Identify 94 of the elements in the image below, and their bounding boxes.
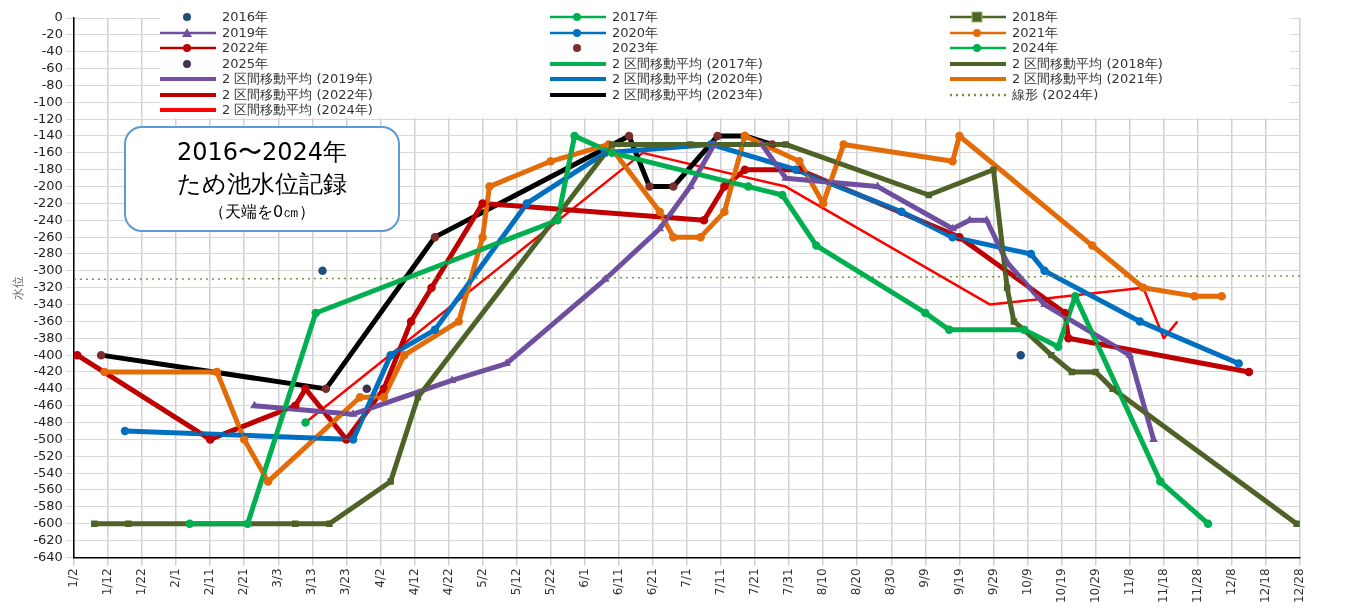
y-tick-label: -180 [33,161,63,177]
x-tick-label: 1/22 [134,568,149,596]
y-tick-label: -60 [41,59,63,75]
y-tick-label: -40 [41,43,63,59]
x-tick-label: 7/11 [713,568,728,596]
x-tick-label: 1/12 [100,568,115,596]
legend-label: 2023年 [612,40,659,56]
y-tick-label: -440 [33,380,63,396]
x-tick-label: 6/21 [645,568,660,596]
legend-label: 2 区間移動平均 (2024年) [222,102,373,118]
y-tick-label: -460 [33,397,63,413]
y-tick-label: -320 [33,279,63,295]
y-tick-label: -240 [33,211,63,227]
x-tick-label: 12/28 [1292,568,1307,604]
x-tick-label: 4/2 [372,568,387,588]
y-tick-label: -100 [33,93,63,109]
legend-label: 2 区間移動平均 (2022年) [222,86,373,102]
legend-label: 2 区間移動平均 (2019年) [222,71,373,87]
legend-label: 2017年 [612,9,659,25]
y-tick-label: -380 [33,329,63,345]
legend-label: 2 区間移動平均 (2021年) [1012,71,1163,87]
callout-box: 2016〜2024年 ため池水位記録 （天端を0㎝） [124,126,400,233]
y-tick-label: -600 [33,515,63,531]
y-tick-label: -340 [33,295,63,311]
x-tick-label: 4/12 [406,568,421,596]
x-tick-label: 5/2 [474,568,489,588]
x-tick-label: 2/1 [168,568,183,588]
legend-label: 2018年 [1012,9,1059,25]
y-tick-label: -400 [33,346,63,362]
y-tick-label: -160 [33,144,63,160]
legend-label: 線形 (2024年) [1012,86,1099,102]
y-tick-label: -360 [33,312,63,328]
x-tick-label: 11/8 [1121,568,1136,596]
y-tick-label: -580 [33,498,63,514]
y-tick-label: -420 [33,363,63,379]
y-tick-label: -640 [33,548,63,564]
x-tick-label: 7/31 [781,568,796,596]
y-tick-label: -120 [33,110,63,126]
x-tick-label: 12/18 [1258,568,1273,604]
x-tick-label: 7/21 [747,568,762,596]
x-tick-label: 6/11 [610,568,625,596]
annotation: 2016〜2024年 [175,137,349,168]
legend-label: 2021年 [1012,24,1059,40]
y-tick-label: -520 [33,447,63,463]
y-tick-label: -560 [33,481,63,497]
x-tick-label: 5/22 [542,568,557,596]
x-tick-label: 3/23 [338,568,353,596]
x-tick-label: 12/8 [1224,568,1239,596]
y-tick-label: -280 [33,245,63,261]
legend-label: 2016年 [222,9,269,25]
y-axis-title: 水位 [11,275,26,300]
x-tick-label: 10/29 [1087,568,1102,604]
x-tick-label: 5/12 [508,568,523,596]
x-tick-label: 2/11 [202,568,217,596]
x-tick-label: 11/28 [1189,568,1204,604]
y-tick-label: -140 [33,127,63,143]
x-tick-label: 6/1 [576,568,591,588]
x-tick-label: 10/19 [1053,568,1068,604]
x-tick-label: 9/19 [951,568,966,596]
legend-label: 2 区間移動平均 (2023年) [612,86,763,102]
y-tick-label: -80 [41,76,63,92]
x-tick-label: 4/22 [440,568,455,596]
legend-label: 2025年 [222,55,269,71]
x-tick-label: 9/9 [917,568,932,588]
y-tick-label: -220 [33,194,63,210]
x-tick-label: 1/2 [66,568,81,588]
legend-label: 2020年 [612,24,659,40]
legend-label: 2019年 [222,24,269,40]
y-tick-label: -200 [33,177,63,193]
x-tick-label: 3/13 [304,568,319,596]
legend-label: 2 区間移動平均 (2020年) [612,71,763,87]
legend-label: 2024年 [1012,40,1059,56]
y-tick-label: -20 [41,26,63,42]
x-tick-label: 8/20 [849,568,864,596]
y-tick-label: -540 [33,464,63,480]
annotation: ため池水位記録 [176,169,348,201]
legend-label: 2 区間移動平均 (2017年) [612,55,763,71]
y-tick-label: -500 [33,430,63,446]
x-tick-label: 8/10 [815,568,830,596]
legend-label: 2022年 [222,40,269,56]
y-tick-label: 0 [54,9,63,25]
x-tick-label: 9/29 [985,568,1000,596]
legend-label: 2 区間移動平均 (2018年) [1012,55,1163,71]
x-tick-label: 11/18 [1155,568,1170,604]
y-tick-label: -480 [33,413,63,429]
x-tick-label: 2/21 [236,568,251,596]
x-tick-label: 7/1 [679,568,694,588]
y-tick-label: -620 [33,531,63,547]
y-tick-label: -260 [33,228,63,244]
x-tick-label: 3/3 [270,568,285,588]
x-tick-label: 8/30 [883,568,898,596]
y-tick-label: -300 [33,262,63,278]
annotation: （天端を0㎝） [207,200,317,223]
x-tick-label: 10/9 [1019,568,1034,596]
